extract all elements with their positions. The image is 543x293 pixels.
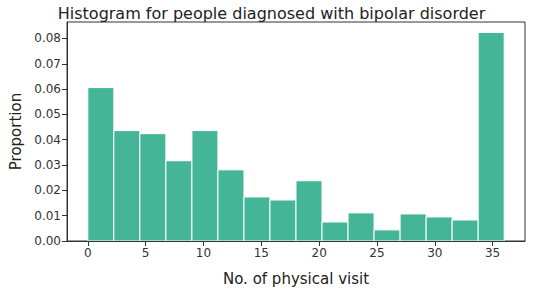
svg-text:0.06: 0.06 bbox=[34, 82, 61, 96]
svg-text:0.01: 0.01 bbox=[34, 209, 61, 223]
svg-text:Histogram for people diagnosed: Histogram for people diagnosed with bipo… bbox=[58, 4, 486, 23]
svg-text:Proportion: Proportion bbox=[7, 93, 25, 170]
svg-text:35: 35 bbox=[485, 246, 500, 260]
svg-text:0.08: 0.08 bbox=[34, 31, 61, 45]
svg-text:No. of physical visit: No. of physical visit bbox=[223, 270, 369, 288]
svg-text:10: 10 bbox=[196, 246, 211, 260]
svg-text:5: 5 bbox=[142, 246, 150, 260]
svg-text:30: 30 bbox=[427, 246, 442, 260]
svg-text:25: 25 bbox=[369, 246, 384, 260]
svg-text:15: 15 bbox=[254, 246, 269, 260]
svg-text:0.02: 0.02 bbox=[34, 183, 61, 197]
svg-text:20: 20 bbox=[311, 246, 326, 260]
svg-text:0.07: 0.07 bbox=[34, 57, 61, 71]
svg-text:0: 0 bbox=[84, 246, 92, 260]
svg-text:0.00: 0.00 bbox=[34, 234, 61, 248]
svg-text:0.03: 0.03 bbox=[34, 158, 61, 172]
svg-text:0.05: 0.05 bbox=[34, 107, 61, 121]
svg-text:0.04: 0.04 bbox=[34, 133, 61, 147]
